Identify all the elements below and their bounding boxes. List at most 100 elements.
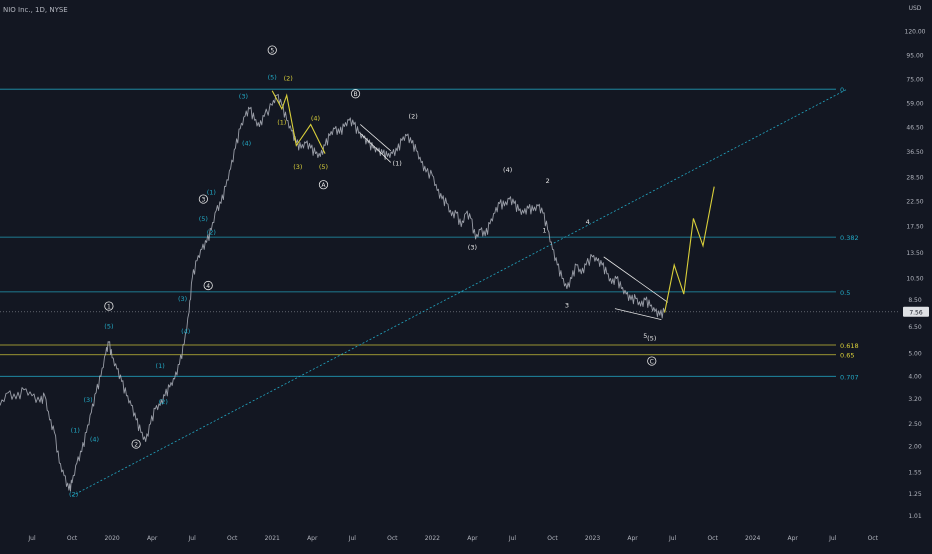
fib-label: 0.618: [840, 342, 859, 350]
wedge-line[interactable]: [360, 124, 392, 152]
wave-label: (5): [319, 163, 328, 171]
circle-label: 5: [270, 47, 274, 54]
y-tick-label: 5.00: [908, 351, 922, 358]
price-line[interactable]: [0, 93, 666, 492]
wave-label: (5): [268, 73, 277, 81]
wedge-line[interactable]: [360, 133, 392, 163]
y-tick-label: 4.00: [908, 373, 922, 380]
wave-label: (5): [104, 323, 113, 331]
circle-marker: [267, 45, 277, 55]
x-tick-label: Jul: [828, 535, 837, 542]
x-axis[interactable]: Jul Oct 2020 Apr Jul Oct 2021 Apr Jul Oct 2022 Apr J…: [27, 535, 878, 542]
y-tick-label: 6.50: [908, 324, 922, 331]
trendline-layer: [71, 88, 848, 497]
y-tick-label: 13.50: [906, 250, 923, 257]
wave-label: (4): [311, 114, 320, 122]
y-tick-label: 8.50: [908, 297, 922, 304]
x-tick-label: Oct: [868, 535, 879, 542]
x-tick-label: Jul: [348, 535, 357, 542]
x-tick-label: Apr: [627, 535, 638, 542]
wave-label: 3: [565, 301, 569, 309]
wave-label: (4): [90, 436, 99, 444]
circle-marker: [203, 280, 213, 291]
x-tick-label: 2023: [585, 535, 600, 542]
wave-label: 5: [643, 332, 647, 340]
fib-levels: 0 0.382 0.5 0.618 0.65 0.707: [0, 86, 900, 381]
y-tick-label: 1.25: [908, 491, 922, 498]
circle-label: 3: [201, 196, 205, 203]
x-tick-label: Oct: [387, 535, 398, 542]
x-tick-label: Jul: [188, 535, 197, 542]
fib-label: 0.5: [840, 289, 850, 297]
wave-label: 1: [542, 227, 546, 235]
wave-label: (4): [181, 328, 190, 336]
x-tick-label: Apr: [147, 535, 158, 542]
wave-label: (3): [83, 396, 92, 404]
circle-label: B: [353, 91, 357, 98]
wave-label: (2): [69, 491, 78, 499]
y-tick-label: 10.50: [906, 276, 923, 283]
wave-label: (1): [156, 362, 165, 370]
fib-label: 0.65: [840, 352, 854, 360]
y-axis[interactable]: USD 120.00 95.00 75.00 59.00 46.50 36.50 28.50 2…: [903, 5, 929, 520]
wave-label: (2): [207, 229, 216, 237]
y-tick-label: 2.00: [908, 444, 922, 451]
wave-label: 2: [546, 177, 550, 185]
y-tick-label: 46.50: [906, 125, 923, 132]
circle-label: 2: [134, 441, 138, 448]
x-tick-label: Apr: [307, 535, 318, 542]
wave-label: (3): [178, 295, 187, 303]
wedge-line[interactable]: [614, 308, 662, 320]
x-tick-label: Oct: [707, 535, 718, 542]
y-tick-label: 22.50: [906, 198, 923, 205]
circle-label: C: [650, 358, 654, 365]
x-tick-label: 2021: [265, 535, 280, 542]
wave-label: (1): [71, 426, 80, 434]
trendline[interactable]: [71, 88, 848, 497]
y-tick-label: 1.55: [908, 469, 922, 476]
wave-label: (2): [284, 75, 293, 83]
circle-label: 1: [107, 303, 111, 310]
wedge-line[interactable]: [603, 256, 669, 303]
x-tick-label: 2024: [745, 535, 760, 542]
wave-label: (1): [393, 160, 402, 168]
projection-line[interactable]: [664, 186, 715, 313]
wave-label: (3): [468, 243, 477, 251]
y-tick-label: 1.01: [908, 513, 922, 520]
wave-label: (5): [647, 334, 656, 342]
y-tick-label: 3.20: [908, 396, 922, 403]
x-tick-label: 2020: [104, 535, 119, 542]
circle-marker: [318, 180, 329, 190]
wave-label: 4: [586, 218, 590, 226]
x-tick-label: Jul: [27, 535, 36, 542]
wave-labels: (1) (2) (3) (4) (5) (1) (2) (3) (4) (5) (1) (2) (3) (…: [69, 45, 657, 499]
last-price-tag[interactable]: [903, 306, 929, 317]
yellow-wave-line[interactable]: [271, 90, 326, 154]
wave-label: (4): [503, 166, 512, 174]
circle-label: A: [321, 182, 326, 189]
wave-label: (2): [409, 112, 418, 120]
wave-label: (1): [277, 118, 286, 126]
x-tick-label: Jul: [668, 535, 677, 542]
symbol-title[interactable]: NIO Inc., 1D, NYSE: [3, 6, 68, 14]
circle-marker: [198, 194, 208, 204]
wave-label: (3): [293, 163, 302, 171]
circle-marker: [104, 301, 114, 311]
y-tick-label: 2.50: [908, 421, 922, 428]
fib-label: 0: [840, 86, 844, 94]
y-tick-label: 59.00: [906, 101, 923, 108]
y-tick-label: 28.50: [906, 174, 923, 181]
wave-label: (5): [199, 215, 208, 223]
y-tick-label: 120.00: [905, 29, 926, 36]
wave-label: (2): [159, 398, 168, 406]
last-price-label: 7.56: [909, 309, 923, 316]
circle-marker: [647, 356, 657, 366]
projection-layer: [664, 186, 715, 313]
fib-label: 0.382: [840, 234, 859, 242]
x-tick-label: 2022: [425, 535, 440, 542]
wedge-layer: [271, 90, 669, 320]
y-tick-label: 95.00: [906, 52, 923, 59]
